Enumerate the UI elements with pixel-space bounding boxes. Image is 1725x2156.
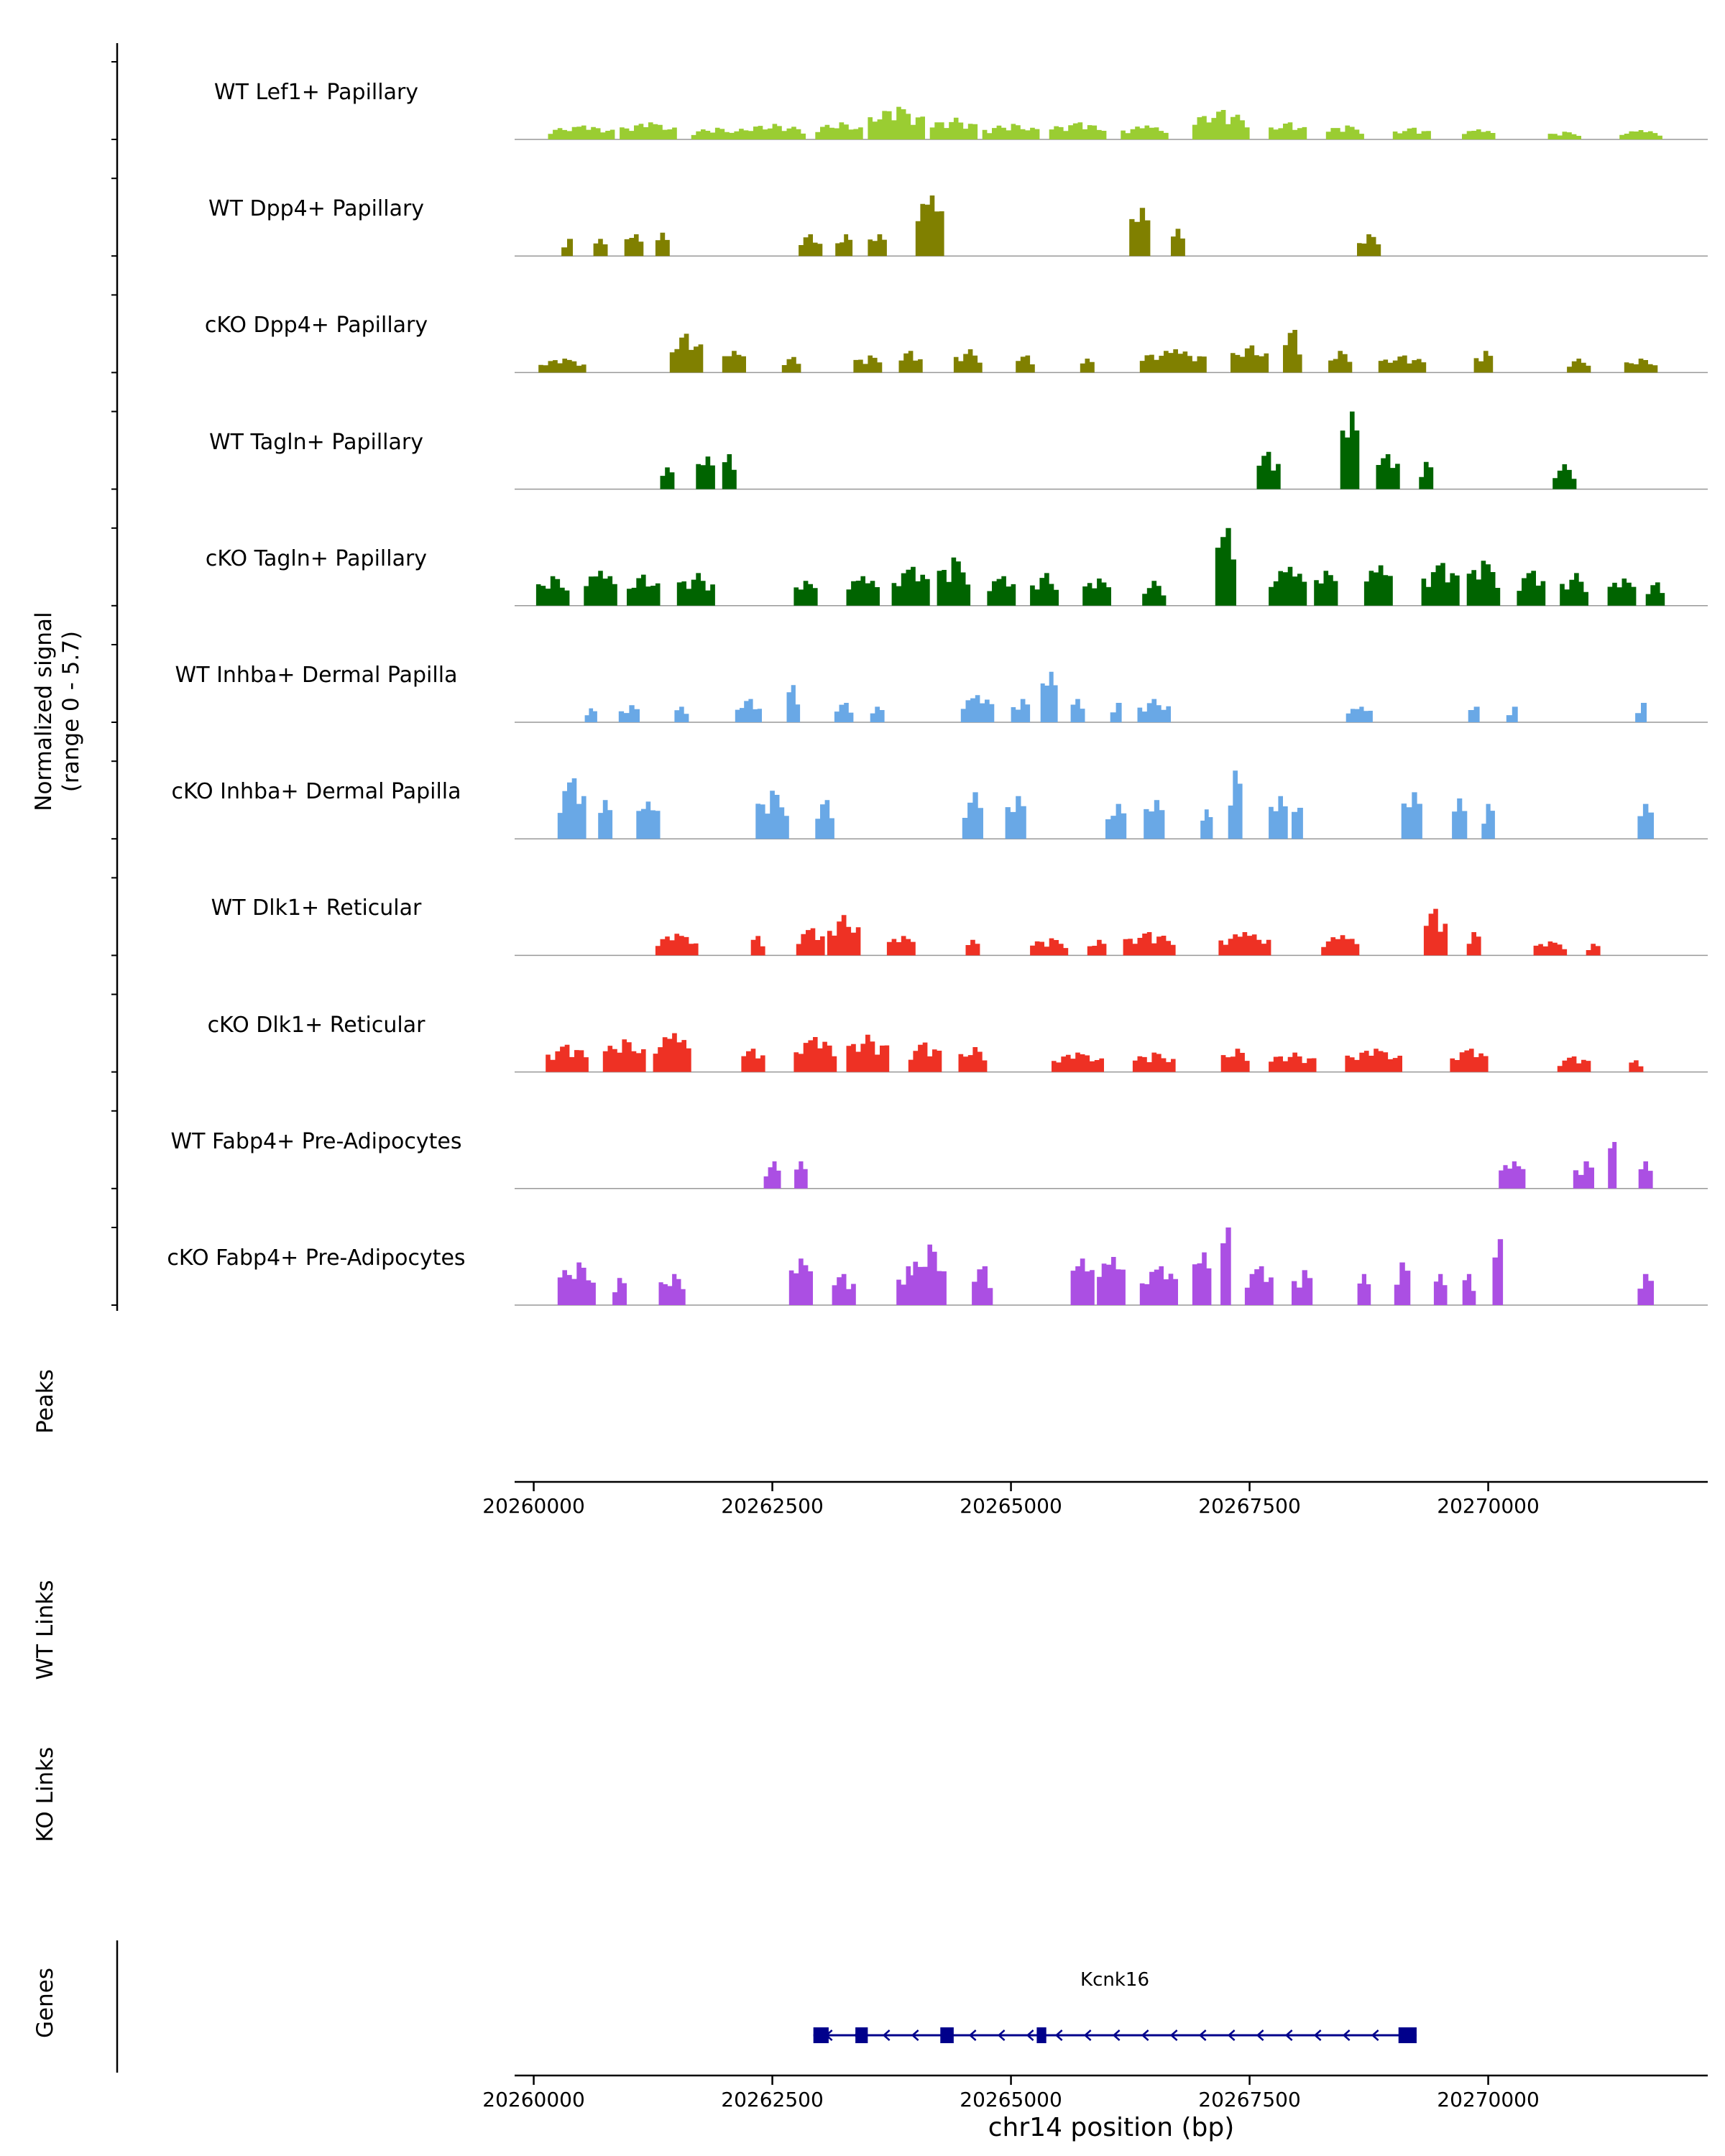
gene-strand-arrow bbox=[1054, 2030, 1063, 2041]
gene-exon bbox=[1036, 2027, 1046, 2043]
signal-area bbox=[548, 106, 1662, 139]
track-label: cKO Inhba+ Dermal Papilla bbox=[171, 779, 461, 805]
x-tick-label: 20267500 bbox=[1198, 1494, 1301, 1518]
track-label: WT Dlk1+ Reticular bbox=[211, 895, 422, 921]
section-label-peaks: Peaks bbox=[32, 1369, 58, 1434]
signal-area bbox=[546, 1033, 1644, 1072]
track-label: cKO Dlk1+ Reticular bbox=[207, 1012, 426, 1038]
gene-strand-arrow bbox=[882, 2030, 891, 2041]
gene-strand-arrow bbox=[1284, 2030, 1293, 2041]
track-label: cKO Fabp4+ Pre-Adipocytes bbox=[167, 1245, 466, 1271]
gene-strand-arrow bbox=[1256, 2030, 1264, 2041]
signal-area bbox=[557, 1227, 1654, 1305]
x-tick-label: 20260000 bbox=[482, 2088, 585, 2111]
signal-area bbox=[763, 1142, 1653, 1189]
gene-name-label: Kcnk16 bbox=[1080, 1969, 1149, 1991]
gene-strand-arrow bbox=[1083, 2030, 1092, 2041]
gene-exon bbox=[1398, 2027, 1417, 2043]
x-tick-label: 20265000 bbox=[960, 2088, 1062, 2111]
gene-strand-arrow bbox=[1198, 2030, 1207, 2041]
gene-strand-arrow bbox=[1313, 2030, 1322, 2041]
track-label: cKO Tagln+ Papillary bbox=[205, 545, 428, 571]
track-label: cKO Dpp4+ Papillary bbox=[204, 313, 428, 338]
signal-area bbox=[655, 908, 1601, 956]
gene-exon bbox=[855, 2027, 868, 2043]
track-label: WT Tagln+ Papillary bbox=[209, 429, 423, 455]
x-tick-label: 20262500 bbox=[721, 1494, 824, 1518]
track-label: WT Inhba+ Dermal Papilla bbox=[175, 663, 458, 688]
signal-area bbox=[557, 770, 1654, 839]
track-label: WT Lef1+ Papillary bbox=[213, 80, 419, 105]
signal-area bbox=[538, 330, 1658, 373]
gene-strand-arrow bbox=[1141, 2030, 1149, 2041]
gene-exon bbox=[813, 2027, 829, 2043]
signal-area bbox=[660, 411, 1577, 489]
gene-exon bbox=[940, 2027, 954, 2043]
gene-strand-arrow bbox=[968, 2030, 977, 2041]
signal-area bbox=[535, 528, 1665, 606]
x-axis-title: chr14 position (bp) bbox=[988, 2113, 1235, 2142]
gene-strand-arrow bbox=[997, 2030, 1006, 2041]
y-axis-label-line2: (range 0 - 5.7) bbox=[58, 630, 84, 793]
section-label-genes: Genes bbox=[32, 1968, 58, 2038]
x-tick-label: 20267500 bbox=[1198, 2088, 1301, 2111]
gene-strand-arrow bbox=[911, 2030, 919, 2041]
gene-strand-arrow bbox=[1112, 2030, 1121, 2041]
y-axis-label-line1: Normalized signal bbox=[31, 612, 57, 811]
gene-strand-arrow bbox=[1342, 2030, 1351, 2041]
gene-strand-arrow bbox=[1026, 2030, 1034, 2041]
signal-area bbox=[584, 671, 1647, 722]
x-tick-label: 20262500 bbox=[721, 2088, 824, 2111]
signal-area bbox=[561, 195, 1381, 257]
x-tick-label: 20270000 bbox=[1437, 1494, 1540, 1518]
gene-strand-arrow bbox=[1169, 2030, 1178, 2041]
x-tick-label: 20265000 bbox=[960, 1494, 1062, 1518]
gene-strand-arrow bbox=[1227, 2030, 1236, 2041]
section-label-ko-links: KO Links bbox=[32, 1746, 58, 1843]
track-label: WT Dpp4+ Papillary bbox=[208, 196, 425, 222]
y-axis-label: Normalized signal (range 0 - 5.7) bbox=[30, 424, 85, 999]
x-tick-label: 20270000 bbox=[1437, 2088, 1540, 2111]
gene-strand-arrow bbox=[1371, 2030, 1379, 2041]
x-tick-label: 20260000 bbox=[482, 1494, 585, 1518]
track-label: WT Fabp4+ Pre-Adipocytes bbox=[170, 1128, 462, 1154]
